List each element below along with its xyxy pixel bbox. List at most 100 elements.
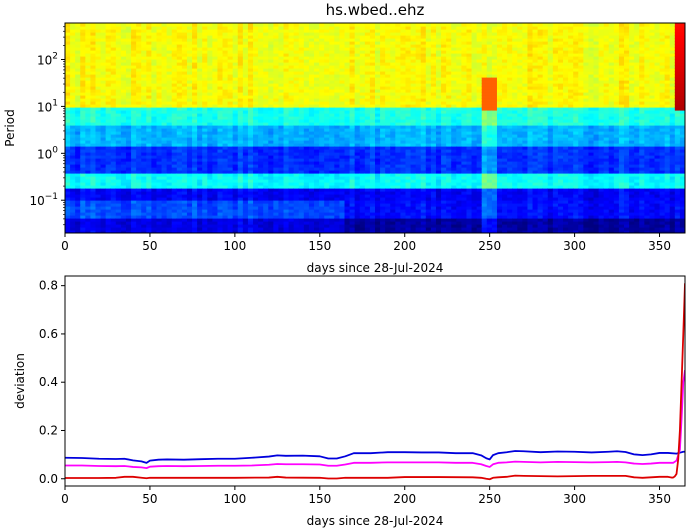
heatmap-cell [186,197,193,201]
heatmap-cell [278,188,285,192]
heatmap-cell [420,131,427,135]
heatmap-cell [125,227,132,231]
heatmap-cell [75,38,81,42]
heatmap-cell [166,191,173,195]
heatmap-cell [161,191,168,195]
heatmap-cell [217,143,224,147]
heatmap-cell [65,134,71,138]
heatmap-cell [390,167,396,171]
heatmap-cell [192,215,198,219]
heatmap-cell [192,98,198,102]
heatmap-cell [227,26,234,30]
heatmap-cell [166,158,173,162]
heatmap-cell [329,212,335,216]
heatmap-cell [283,113,290,117]
heatmap-cell [100,110,107,114]
heatmap-cell [217,224,224,228]
heatmap-cell [100,227,107,231]
heatmap-cell [395,137,402,141]
heatmap-cell [217,59,224,63]
heatmap-cell [324,86,330,90]
heatmap-cell [166,167,173,171]
heatmap-cell [293,212,300,216]
heatmap-cell [217,203,224,207]
heatmap-cell [369,23,376,27]
heatmap-cell [186,110,193,114]
heatmap-cell [110,161,117,165]
heatmap-cell [197,221,203,225]
heatmap-cell [75,26,81,30]
heatmap-cell [405,32,412,36]
heatmap-cell [344,227,351,231]
heatmap-cell [125,77,132,81]
heatmap-cell [105,116,112,120]
heatmap-cell [278,29,285,33]
heatmap-cell [186,134,193,138]
heatmap-cell [324,182,330,186]
heatmap-cell [192,71,198,75]
heatmap-cell [395,116,402,120]
heatmap-cell [232,185,239,189]
heatmap-cell [227,68,234,72]
heatmap-cell [400,194,407,198]
heatmap-cell [176,32,183,36]
heatmap-cell [359,56,366,60]
heatmap-cell [303,35,310,39]
heatmap-cell [95,191,102,195]
heatmap-cell [375,200,381,204]
heatmap-cell [263,161,269,165]
heatmap-cell [242,206,249,210]
heatmap-cell [120,119,127,123]
heatmap-cell [334,209,341,213]
heatmap-cell [176,74,183,78]
heatmap-cell [80,158,86,162]
heatmap-cell [283,191,290,195]
heatmap-cell [176,155,183,159]
heatmap-cell [334,44,341,48]
heatmap-cell [375,179,381,183]
heatmap-cell [232,194,239,198]
heatmap-cell [186,101,193,105]
heatmap-cell [354,119,361,123]
heatmap-cell [90,137,97,141]
heatmap-cell [380,170,386,174]
heatmap-cell [258,164,264,168]
heatmap-cell [181,143,188,147]
heatmap-cell [395,215,402,219]
heatmap-cell [166,140,173,144]
heatmap-cell [298,197,305,201]
heatmap-cell [125,137,132,141]
heatmap-cell [385,59,391,63]
heatmap-cell [192,158,198,162]
heatmap-cell [288,143,295,147]
heatmap-cell [141,113,147,117]
heatmap-cell [364,155,371,159]
heatmap-cell [344,137,351,141]
heatmap-cell [65,227,71,231]
heatmap-cell [369,26,376,30]
heatmap-cell [395,155,402,159]
heatmap-cell [247,164,254,168]
heatmap-cell [380,47,386,51]
heatmap-cell [329,44,335,48]
heatmap-cell [141,77,147,81]
heatmap-cell [217,164,224,168]
heatmap-cell [253,203,259,207]
heatmap-cell [329,56,335,60]
heatmap-cell [400,203,407,207]
heatmap-cell [359,116,366,120]
heatmap-cell [385,209,391,213]
heatmap-cell [415,98,422,102]
heatmap-cell [354,32,361,36]
heatmap-cell [176,110,183,114]
heatmap-cell [364,23,371,27]
heatmap-cell [166,218,173,222]
heatmap-cell [308,62,315,66]
heatmap-cell [161,26,168,30]
heatmap-cell [273,209,280,213]
heatmap-cell [415,35,422,39]
heatmap-cell [298,215,305,219]
heatmap-cell [273,74,280,78]
heatmap-cell [110,80,117,84]
heatmap-cell [131,56,137,60]
